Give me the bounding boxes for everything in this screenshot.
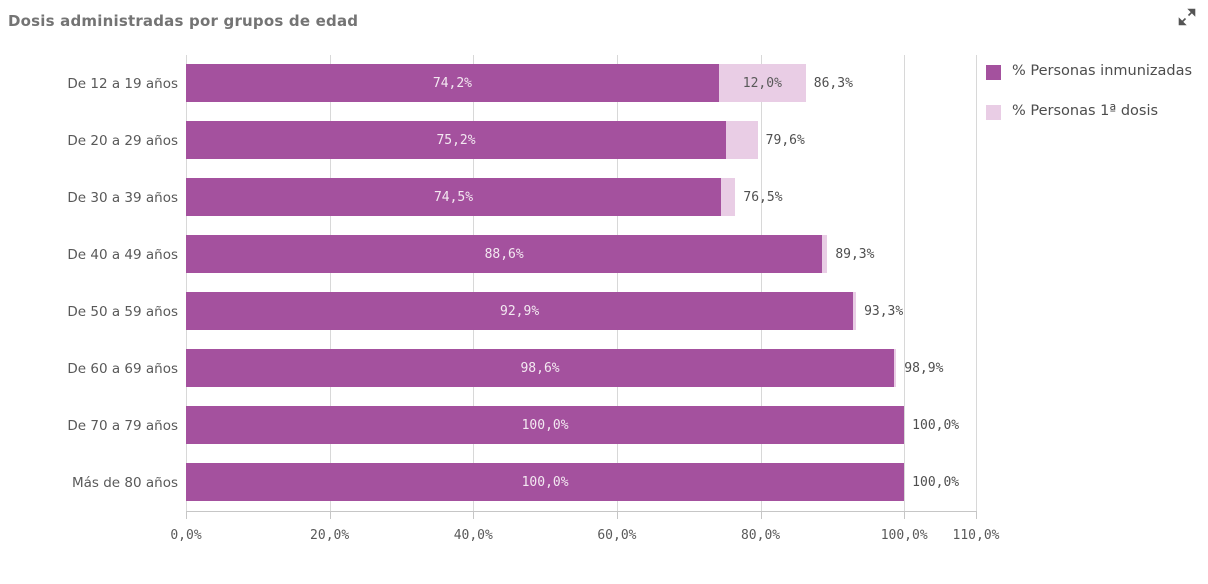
bar-segment-first-dose[interactable] xyxy=(718,64,806,102)
category-label[interactable]: De 12 a 19 años xyxy=(67,75,178,92)
axis-tick-mark xyxy=(186,511,187,519)
bar-row: 88,6% 89,3% xyxy=(186,226,976,283)
gridline xyxy=(186,55,187,511)
axis-tick-mark xyxy=(329,511,331,519)
category-label[interactable]: De 30 a 39 años xyxy=(67,189,178,206)
bar-segment-immunized[interactable] xyxy=(186,121,727,159)
bar-segment-first-dose[interactable] xyxy=(894,349,897,387)
category-label[interactable]: De 60 a 69 años xyxy=(67,360,178,377)
total-value-label: 100,0% xyxy=(912,474,960,490)
bar-segment-immunized[interactable] xyxy=(186,64,719,102)
x-axis-tick-labels: 0,0% 20,0% 40,0% 60,0% 80,0% 100,0% 110,0% xyxy=(170,528,999,550)
diagonal-expand-arrows-glyph xyxy=(1178,8,1196,26)
bar-segment-first-dose[interactable] xyxy=(822,235,828,273)
legend-label: % Personas 1ª dosis xyxy=(1012,102,1159,119)
y-axis-category-labels: De 12 a 19 años De 20 a 29 años De 30 a 39… xyxy=(0,55,178,511)
bar-segment-immunized[interactable] xyxy=(186,349,895,387)
gridline xyxy=(473,55,475,511)
bar-row: 74,2% 12,0% 86,3% xyxy=(186,55,976,112)
category-label[interactable]: De 40 a 49 años xyxy=(67,246,178,263)
x-axis-tick-label: 80,0% xyxy=(740,528,781,543)
bar-segment-immunized[interactable] xyxy=(186,178,722,216)
x-axis-tick-label: 0,0% xyxy=(170,528,202,543)
bar-row: 74,5% 76,5% xyxy=(186,169,976,226)
total-value-label: 76,5% xyxy=(743,189,783,205)
total-value-label: 100,0% xyxy=(912,417,960,433)
total-value-label: 86,3% xyxy=(813,75,853,91)
bar-row: 100,0% 100,0% xyxy=(186,454,976,511)
total-value-label: 79,6% xyxy=(765,132,805,148)
bar-segment-first-dose[interactable] xyxy=(726,121,758,159)
x-axis-tick-label: 100,0% xyxy=(880,528,928,543)
total-value-label: 93,3% xyxy=(864,303,904,319)
bar-segment-immunized[interactable] xyxy=(186,463,905,501)
bar-segment-immunized[interactable] xyxy=(186,235,823,273)
axis-tick-mark xyxy=(976,511,977,519)
bar-row: 100,0% 100,0% xyxy=(186,397,976,454)
bar-row: 75,2% 79,6% xyxy=(186,112,976,169)
legend: % Personas inmunizadas % Personas 1ª dosi… xyxy=(986,62,1204,141)
category-label[interactable]: De 70 a 79 años xyxy=(67,417,178,434)
axis-tick-mark xyxy=(760,511,762,519)
gridline xyxy=(616,55,618,511)
category-label[interactable]: De 50 a 59 años xyxy=(67,303,178,320)
x-axis-tick-label: 110,0% xyxy=(952,528,1000,543)
category-label[interactable]: Más de 80 años xyxy=(71,474,178,491)
legend-item-immunized[interactable]: % Personas inmunizadas xyxy=(986,62,1204,82)
gridline xyxy=(976,55,977,511)
gridline xyxy=(904,55,906,511)
legend-item-first_dose[interactable]: % Personas 1ª dosis xyxy=(986,102,1204,122)
axis-tick-mark xyxy=(473,511,475,519)
x-axis-tick-label: 40,0% xyxy=(453,528,493,543)
axis-tick-mark xyxy=(904,511,906,519)
axis-tick-mark xyxy=(616,511,618,519)
legend-swatch-first_dose xyxy=(986,104,1001,120)
bar-segment-immunized[interactable] xyxy=(186,292,854,330)
x-axis-tick-label: 60,0% xyxy=(597,528,637,543)
plot-area: 74,2% 12,0% 86,3% 75,2% 79,6% 74,5% 76,5% 88,6%… xyxy=(186,55,977,519)
bar-segment-first-dose[interactable] xyxy=(721,178,736,216)
x-axis-tick-label: 20,0% xyxy=(310,528,350,543)
category-label[interactable]: De 20 a 29 años xyxy=(67,132,178,149)
gridline xyxy=(760,55,762,511)
gridline xyxy=(329,55,331,511)
legend-label: % Personas inmunizadas xyxy=(1012,63,1193,79)
total-value-label: 89,3% xyxy=(835,246,875,262)
bar-row: 92,9% 93,3% xyxy=(186,283,976,340)
expand-icon[interactable] xyxy=(1176,6,1198,28)
bar-segment-immunized[interactable] xyxy=(186,406,905,444)
legend-swatch-immunized xyxy=(986,65,1001,80)
chart-title: Dosis administradas por grupos de edad xyxy=(8,12,359,30)
bar-segment-first-dose[interactable] xyxy=(853,292,857,330)
total-value-label: 98,9% xyxy=(904,360,944,376)
bar-row: 98,6% 98,9% xyxy=(186,340,976,397)
